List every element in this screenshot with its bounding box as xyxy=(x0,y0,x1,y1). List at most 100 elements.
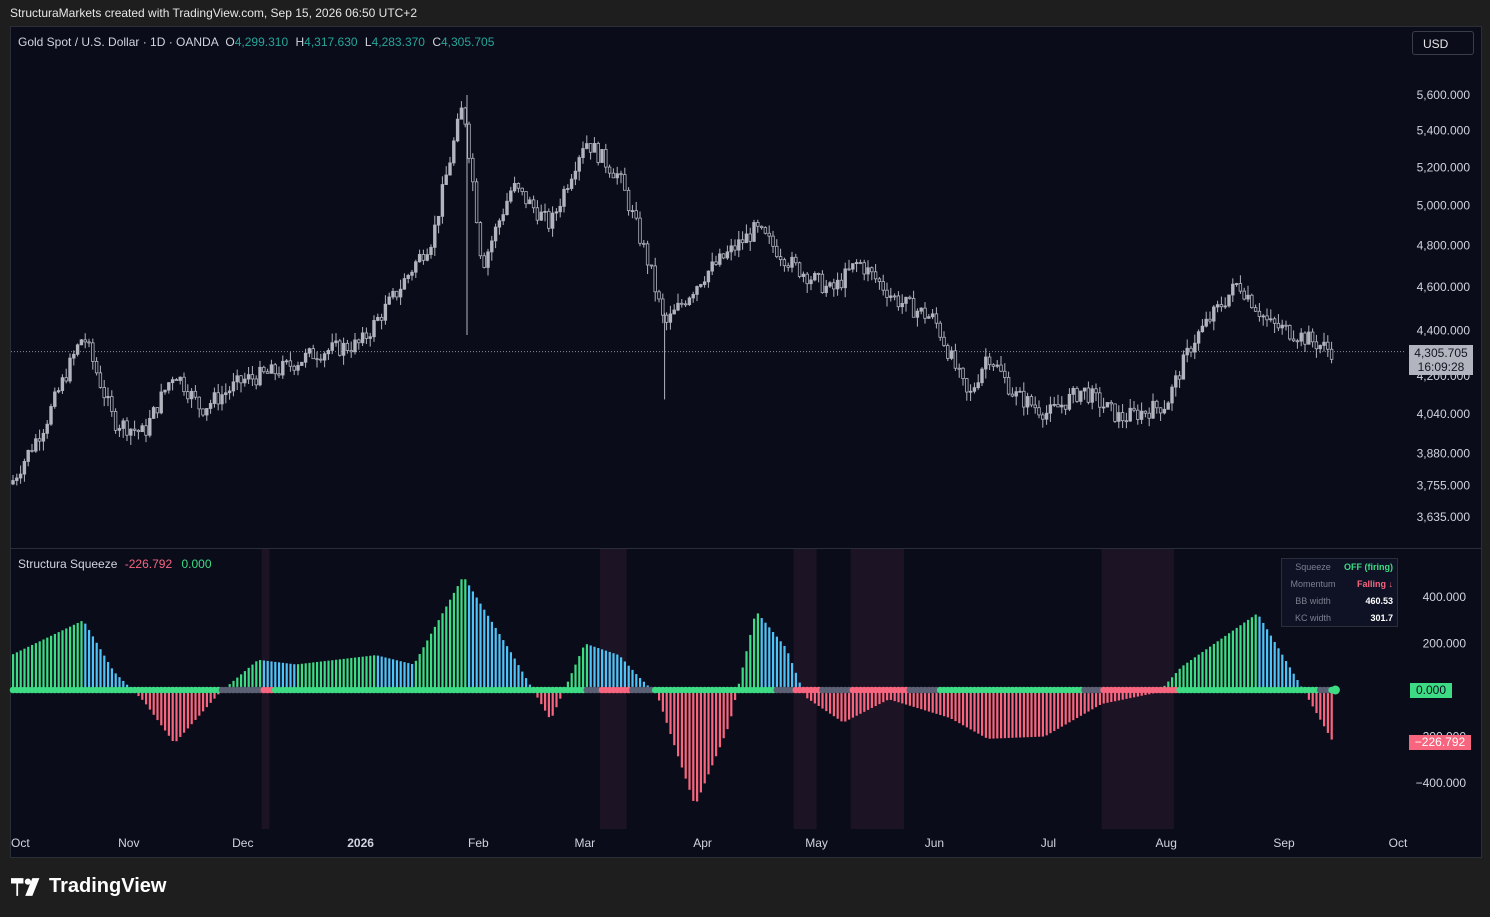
candle-body xyxy=(1276,322,1281,329)
candle-body xyxy=(410,271,414,276)
candle-body xyxy=(1158,407,1163,414)
momentum-bar xyxy=(361,656,364,690)
candle-body xyxy=(535,207,540,221)
momentum-bar xyxy=(205,690,208,708)
currency-button[interactable]: USD xyxy=(1412,31,1474,55)
momentum-bar xyxy=(775,636,778,690)
momentum-bar xyxy=(1057,690,1060,729)
momentum-bar xyxy=(1319,690,1322,720)
candle-body xyxy=(615,173,619,179)
candle-body xyxy=(862,262,866,275)
indicator-legend[interactable]: Structura Squeeze -226.792 0.000 xyxy=(18,557,212,571)
candle-body xyxy=(877,278,882,282)
candle-body xyxy=(1022,390,1026,408)
pane-separator[interactable] xyxy=(10,548,1481,549)
candle-body xyxy=(1314,341,1319,350)
momentum-bar xyxy=(255,661,258,690)
time-tick-label: Oct xyxy=(1389,836,1408,850)
momentum-bar xyxy=(867,690,870,710)
tradingview-logo[interactable]: TradingView xyxy=(11,875,166,898)
close-value: 4,305.705 xyxy=(440,35,495,49)
momentum-bar xyxy=(1171,677,1174,690)
candle-body xyxy=(1246,294,1250,300)
price-tick-label: 3,880.000 xyxy=(1417,446,1471,460)
momentum-bar xyxy=(1015,690,1018,738)
momentum-bar xyxy=(730,690,733,717)
candle-body xyxy=(452,140,456,164)
momentum-bar xyxy=(718,690,721,748)
price-tick-label: 5,200.000 xyxy=(1417,160,1471,174)
momentum-bar xyxy=(232,680,235,690)
momentum-bar xyxy=(53,633,56,690)
momentum-bar xyxy=(692,690,695,801)
momentum-bar xyxy=(342,658,345,690)
candle-body xyxy=(18,473,23,479)
candle-body xyxy=(1307,331,1311,345)
candle-body xyxy=(1109,402,1113,405)
tradingview-logo-icon xyxy=(11,877,40,896)
momentum-bar xyxy=(1083,690,1086,714)
momentum-bar xyxy=(1110,690,1113,702)
candle-body xyxy=(284,360,289,363)
candle-body xyxy=(1079,390,1083,402)
candle-body xyxy=(372,320,376,338)
candle-body xyxy=(189,390,194,400)
momentum-bar xyxy=(312,662,315,690)
candle-body xyxy=(391,290,395,298)
candle-body xyxy=(167,382,171,391)
momentum-bar xyxy=(863,690,866,712)
momentum-bar xyxy=(498,634,501,690)
candle-body xyxy=(144,425,148,436)
momentum-bar xyxy=(167,690,170,736)
candle-body xyxy=(182,376,186,393)
candle-body xyxy=(56,390,61,393)
momentum-bar xyxy=(1273,641,1276,690)
candle-body xyxy=(820,273,825,294)
momentum-bar xyxy=(1079,690,1082,716)
candle-body xyxy=(1090,388,1094,403)
candle-body xyxy=(459,107,464,120)
candle-body xyxy=(1010,393,1015,397)
momentum-bar xyxy=(76,622,79,690)
candle-body xyxy=(972,387,977,392)
momentum-bar xyxy=(449,599,452,690)
candle-body xyxy=(946,345,950,359)
momentum-bar xyxy=(673,690,676,746)
momentum-bar xyxy=(817,690,820,706)
candle-body xyxy=(1174,375,1178,388)
candle-body xyxy=(801,273,806,277)
momentum-bar xyxy=(114,673,117,690)
candle-body xyxy=(854,262,859,264)
candle-body xyxy=(98,372,103,388)
momentum-bar xyxy=(183,690,186,733)
candle-body xyxy=(934,313,939,324)
momentum-bar xyxy=(1098,690,1101,705)
momentum-bar xyxy=(969,690,972,730)
candle-body xyxy=(1310,331,1315,343)
momentum-bar xyxy=(1060,690,1063,727)
momentum-bar xyxy=(1292,673,1295,690)
momentum-bar xyxy=(1231,630,1234,690)
momentum-bar xyxy=(483,609,486,690)
zero-line-badge: 0.000 xyxy=(1410,683,1452,698)
candle-body xyxy=(1044,412,1049,420)
candle-body xyxy=(554,211,559,214)
candle-body xyxy=(695,286,699,295)
momentum-bar xyxy=(886,690,889,701)
candle-body xyxy=(444,174,448,185)
candle-body xyxy=(1166,402,1170,410)
candle-body xyxy=(896,295,901,308)
candle-body xyxy=(782,259,787,267)
candle-body xyxy=(550,212,555,229)
high-label: H xyxy=(295,35,305,49)
candle-body xyxy=(573,170,578,180)
momentum-bar xyxy=(627,665,630,690)
momentum-bar xyxy=(1228,633,1231,690)
candle-body xyxy=(1143,410,1148,414)
candle-body xyxy=(326,350,331,355)
momentum-bar xyxy=(540,690,543,705)
momentum-bar xyxy=(1190,659,1193,690)
momentum-bar xyxy=(992,690,995,739)
momentum-bar xyxy=(840,690,843,722)
